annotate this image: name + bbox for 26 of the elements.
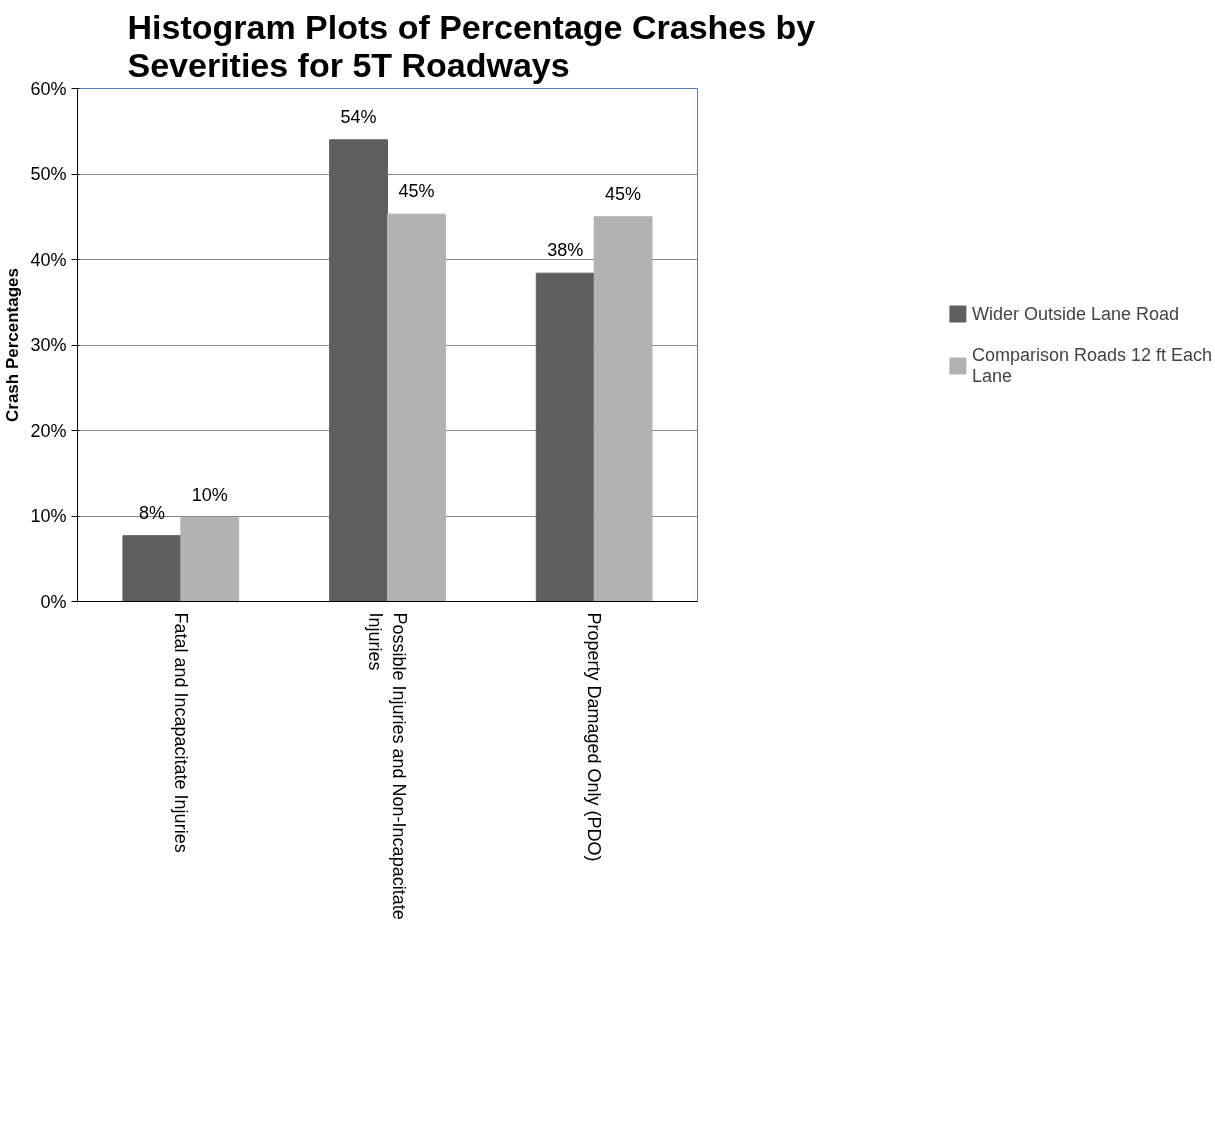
bar <box>329 139 388 602</box>
y-tick-label: 60% <box>30 78 67 99</box>
legend-label: Wider Outside Lane Road <box>971 303 1180 324</box>
x-tick-label: Property Damaged Only (PDO) <box>584 612 605 862</box>
data-label: 8% <box>138 502 165 523</box>
bar <box>180 517 240 602</box>
legend-label: Comparison Roads 12 ft Each Lane <box>971 344 1213 386</box>
y-axis-title: Crash Percentages <box>3 267 23 423</box>
y-tick-label: 50% <box>30 164 67 184</box>
y-tick-label: 30% <box>30 335 67 355</box>
x-tick-label: Fatal and Incapacitate Injuries <box>170 612 191 853</box>
data-label: 38% <box>547 240 584 261</box>
y-tick-label: 10% <box>30 506 67 526</box>
bar <box>593 216 653 602</box>
y-tick-label: 0% <box>40 591 67 612</box>
data-label: 45% <box>398 181 435 202</box>
data-label: 10% <box>191 484 228 505</box>
bar <box>387 213 446 602</box>
data-label: 54% <box>340 106 377 127</box>
data-label: 45% <box>605 183 642 204</box>
y-tick-label: 40% <box>30 249 67 270</box>
x-tick-label: Possible Injuries and Non-Incapacitate Injuries <box>365 612 410 920</box>
bar <box>122 535 182 602</box>
y-tick-label: 20% <box>30 420 67 441</box>
bar <box>535 272 595 602</box>
chart-title: Histogram Plots of Percentage Crashes by Severities for 5T Roadways <box>127 7 816 84</box>
